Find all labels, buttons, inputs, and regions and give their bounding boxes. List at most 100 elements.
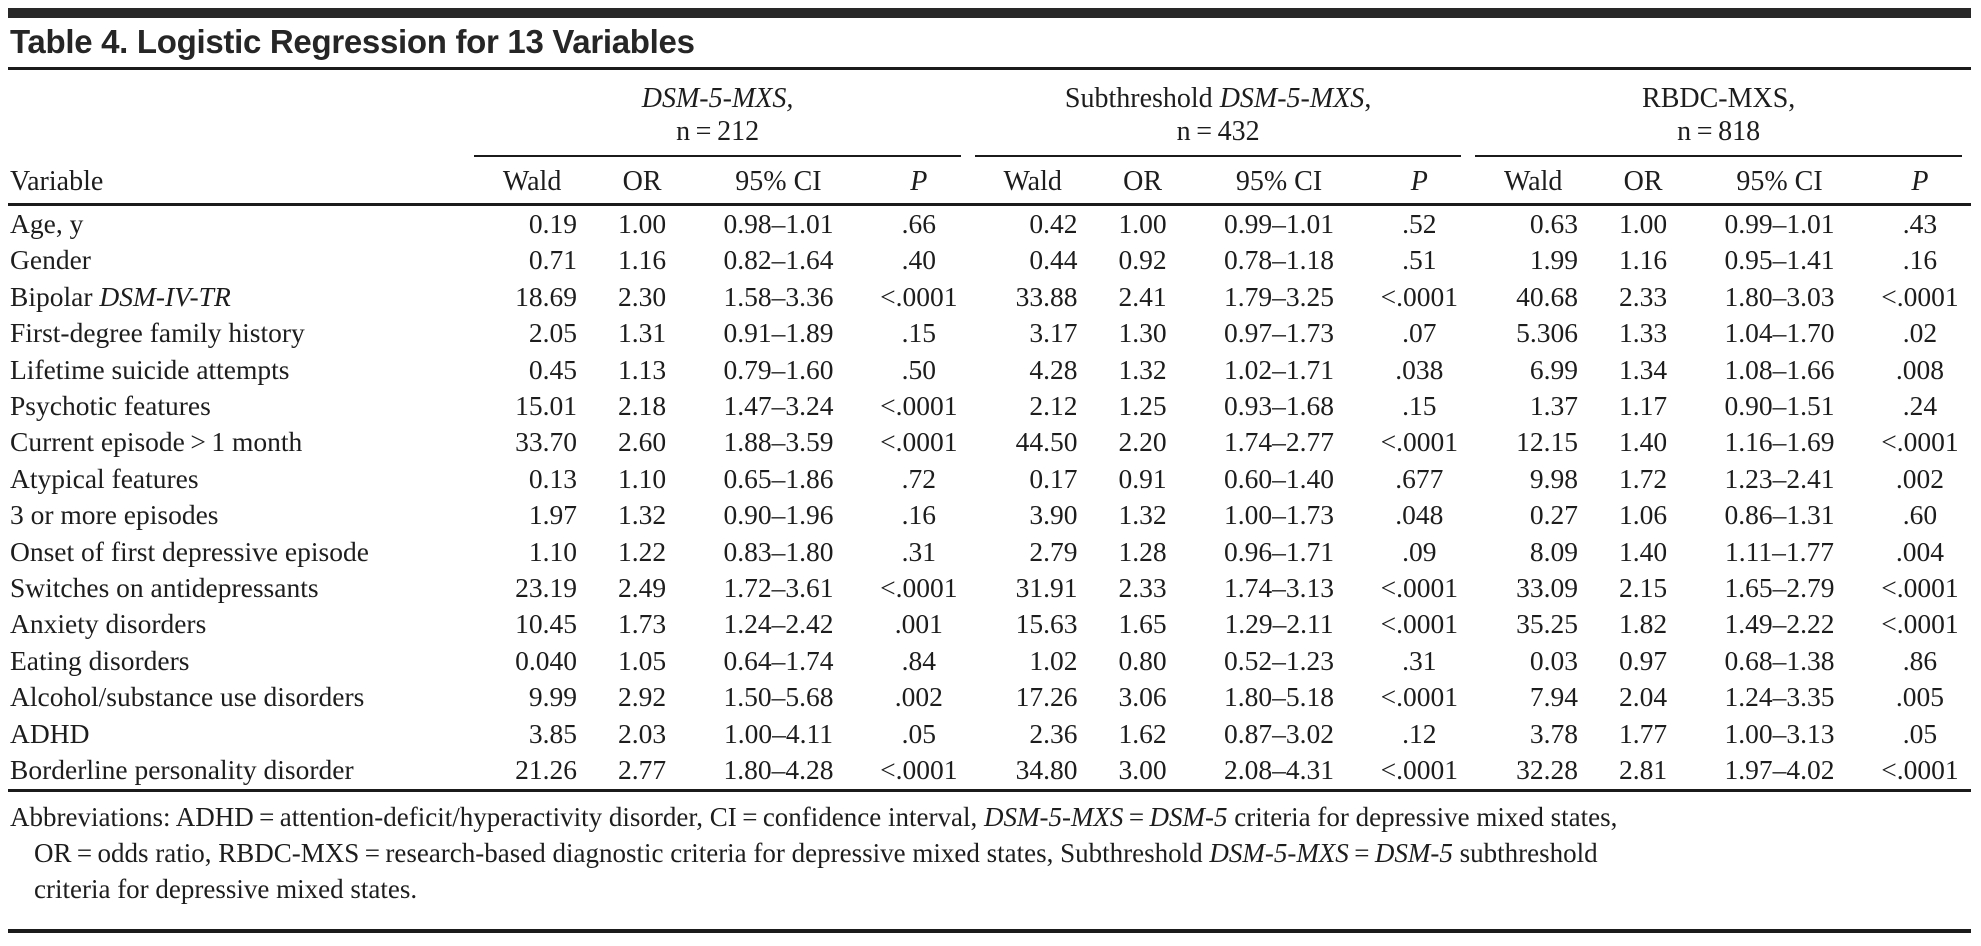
cell-or: 1.16 [1619, 244, 1668, 276]
cell-or: 1.31 [617, 317, 667, 349]
cell-or: 2.30 [617, 280, 667, 312]
cell-p: .05 [1902, 717, 1938, 749]
cell-p: .008 [1895, 353, 1944, 385]
cell-ci: 2.08–4.31 [1189, 752, 1369, 792]
cell-ci: 1.29–2.11 [1224, 608, 1334, 640]
cell-wald: 4.28 [1029, 353, 1078, 385]
cell-p: .66 [901, 208, 936, 239]
cell-ci: 0.90–1.96 [723, 499, 834, 531]
table-row: 3 or more episodes 1.97 1.32 0.90–1.96 .16 3.… [8, 497, 1971, 533]
cell-wald: 0.13 [528, 462, 577, 494]
cell-ci: 1.24–3.35 [1724, 681, 1835, 713]
cell-ci: 0.98–1.01 [723, 208, 834, 239]
cell-ci: 0.90–1.51 [1724, 390, 1835, 422]
cell-ci: 1.00–3.13 [1724, 717, 1835, 749]
cell-variable: First-degree family history [10, 317, 305, 349]
cell-wald: 2.12 [1029, 390, 1078, 422]
cell-or: 1.77 [1619, 717, 1668, 749]
cell-p: <.0001 [880, 426, 958, 458]
cell-p: .31 [1402, 644, 1437, 676]
cell-or: 2.60 [617, 426, 667, 458]
cell-ci: 1.16–1.69 [1724, 426, 1835, 458]
cell-wald: 0.63 [1529, 208, 1578, 239]
cell-p: .002 [894, 681, 943, 713]
cell-or: 1.34 [1619, 353, 1668, 385]
cell-wald: 0.27 [1529, 499, 1578, 531]
table-row: Eating disorders 0.040 1.05 0.64–1.74 .84 1.0… [8, 643, 1971, 679]
cell-p: <.0001 [1380, 608, 1459, 640]
footnote-line: criteria for depressive mixed states. [34, 873, 418, 904]
cell-or: 2.18 [617, 390, 667, 422]
cell-p: .038 [1395, 353, 1444, 385]
cell-wald: 9.98 [1529, 462, 1578, 494]
cell-p: .12 [1402, 717, 1437, 749]
cell-p: .677 [1395, 462, 1444, 494]
cell-ci: 0.86–1.31 [1724, 499, 1835, 531]
column-header-wald: Wald [469, 157, 595, 206]
cell-wald: 2.79 [1029, 535, 1078, 567]
column-header-variable: Variable [8, 157, 470, 206]
cell-wald: 0.040 [515, 644, 577, 676]
cell-ci: 1.74–2.77 [1224, 426, 1334, 458]
cell-or: 1.05 [617, 644, 667, 676]
cell-ci: 0.83–1.80 [723, 535, 834, 567]
group-header-spacer [8, 70, 469, 157]
footnote-line: OR = odds ratio, RBDC-MXS = research-bas… [34, 837, 1598, 868]
cell-or: 0.91 [1118, 462, 1167, 494]
table-row: Borderline personality disorder 21.26 2.77… [8, 752, 1971, 792]
cell-p: <.0001 [1380, 572, 1459, 604]
cell-ci: 1.24–2.42 [723, 608, 834, 640]
cell-variable: Onset of first depressive episode [10, 535, 369, 567]
cell-wald: 31.91 [1015, 572, 1078, 604]
column-header-wald: Wald [969, 157, 1096, 206]
cell-wald: 0.42 [1029, 208, 1078, 239]
cell-p: <.0001 [1868, 752, 1971, 792]
cell-p: <.0001 [1881, 280, 1959, 312]
column-header-p: P [867, 157, 970, 206]
cell-or: 2.03 [617, 717, 667, 749]
cell-or: 1.40 [1619, 426, 1668, 458]
cell-ci: 1.04–1.70 [1724, 317, 1835, 349]
cell-or: 0.92 [1118, 244, 1167, 276]
cell-or: 1.73 [617, 608, 667, 640]
cell-variable: Bipolar DSM-IV-TR [10, 280, 231, 312]
cell-or: 1.00 [617, 208, 667, 239]
table-row: Gender 0.71 1.16 0.82–1.64 .40 0.44 0.92 0.78–1… [8, 242, 1971, 278]
cell-ci: 0.82–1.64 [723, 244, 834, 276]
cell-p: <.0001 [1881, 572, 1959, 604]
table-row: Lifetime suicide attempts 0.45 1.13 0.79–1.… [8, 352, 1971, 388]
cell-ci: 1.11–1.77 [1725, 535, 1835, 567]
cell-p: .60 [1902, 499, 1938, 531]
cell-variable: Age, y [10, 208, 84, 239]
cell-ci: 0.97–1.73 [1224, 317, 1334, 349]
cell-ci: 1.72–3.61 [723, 572, 834, 604]
cell-ci: 0.65–1.86 [723, 462, 834, 494]
cell-wald: 9.99 [528, 681, 577, 713]
cell-or: 1.13 [617, 353, 667, 385]
cell-ci: 0.79–1.60 [723, 353, 834, 385]
cell-p: <.0001 [880, 390, 958, 422]
cell-wald: 23.19 [515, 572, 577, 604]
cell-wald: 0.71 [528, 244, 577, 276]
group-header-dsm5-mxs: DSM-5-MXS, n = 212 [469, 70, 970, 157]
cell-p: .048 [1395, 499, 1444, 531]
cell-variable: Atypical features [10, 462, 199, 494]
table-title: Table 4. Logistic Regression for 13 Vari… [8, 24, 1971, 70]
cell-p: <.0001 [1380, 426, 1459, 458]
cell-ci: 1.49–2.22 [1724, 608, 1835, 640]
cell-or: 2.33 [1118, 572, 1167, 604]
cell-or: 1.00 [1619, 208, 1668, 239]
group-header-subthreshold-dsm5-mxs: Subthreshold DSM-5-MXS, n = 432 [970, 70, 1471, 157]
cell-p: <.0001 [1368, 752, 1471, 792]
cell-wald: 33.70 [515, 426, 577, 458]
cell-ci: 1.00–1.73 [1224, 499, 1334, 531]
column-header-p: P [1368, 157, 1471, 206]
group-header-row: DSM-5-MXS, n = 212 Subthreshold DSM-5-MX… [8, 70, 1971, 157]
column-header-p: P [1868, 157, 1971, 206]
cell-wald: 18.69 [515, 280, 577, 312]
cell-or: 1.28 [1118, 535, 1167, 567]
cell-or: 1.33 [1619, 317, 1668, 349]
cell-ci: 0.60–1.40 [1224, 462, 1334, 494]
cell-ci: 0.78–1.18 [1224, 244, 1334, 276]
footnote-line: Abbreviations: ADHD = attention-deficit/… [10, 801, 1618, 832]
